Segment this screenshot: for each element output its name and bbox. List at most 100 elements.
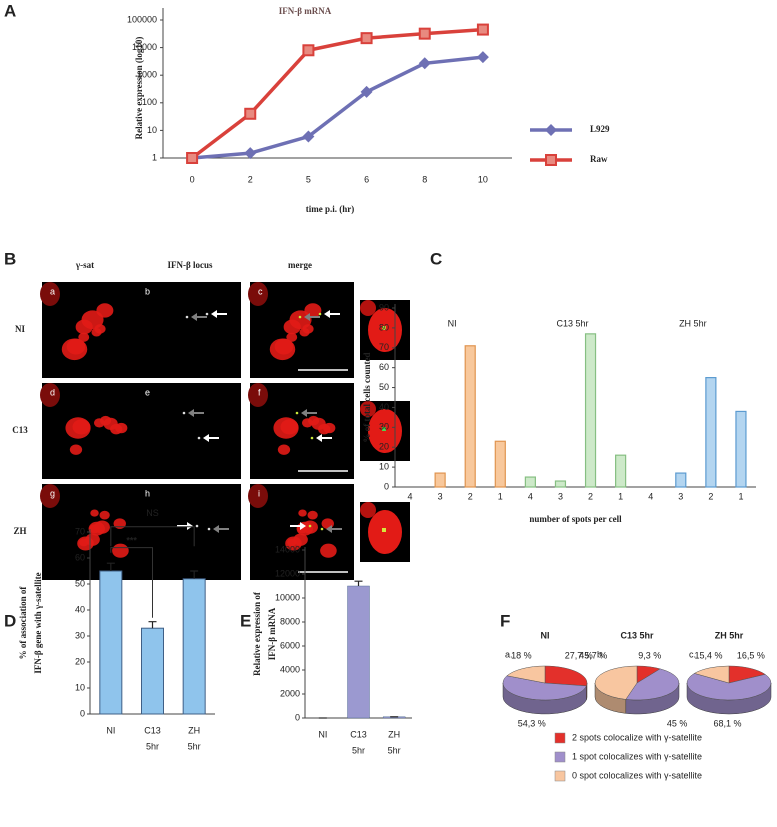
y-tick-label: 40	[379, 402, 389, 412]
pie-value-label: 16,5 %	[737, 650, 765, 660]
y-tick-label: 0	[384, 481, 389, 491]
bar	[705, 377, 717, 488]
arrow-head	[211, 310, 217, 318]
red-blob	[89, 524, 100, 534]
row-label: C13	[12, 425, 28, 435]
pie-slice	[544, 665, 588, 687]
pie-slice	[506, 665, 546, 684]
marker	[476, 23, 489, 36]
row-label: NI	[15, 324, 25, 334]
arrow-head	[304, 313, 310, 321]
micrograph: h	[137, 484, 241, 580]
y-tick-label: 20	[379, 442, 389, 452]
bar	[494, 440, 506, 488]
y-tick-label: 4000	[280, 664, 300, 674]
x-tick-label: 5	[306, 174, 311, 184]
locus-dot	[295, 411, 299, 415]
x-tick-label: 3	[438, 491, 443, 501]
panel-label: A	[4, 1, 16, 20]
x-tick-label: 4	[408, 491, 413, 501]
x-tick-label: 0	[190, 174, 195, 184]
x-tick-label: 2	[248, 174, 253, 184]
pie-value-label: 54,3 %	[518, 718, 546, 728]
y-tick-label: 60	[379, 362, 389, 372]
image-letter: e	[145, 387, 150, 397]
legend-marker	[545, 124, 557, 136]
micrograph: e	[137, 383, 241, 479]
y-tick-label: 0	[80, 708, 85, 718]
inset	[360, 401, 410, 461]
red-haze	[248, 383, 268, 407]
bar	[735, 410, 747, 488]
bar	[584, 333, 597, 488]
inset-locus	[382, 427, 386, 431]
locus-dot	[207, 527, 211, 531]
y-tick-label: 40	[75, 604, 85, 614]
y-tick-label: 80	[379, 322, 389, 332]
arrow-head	[300, 522, 306, 530]
pie-title: NI	[541, 630, 550, 640]
y-tick-label: 30	[75, 630, 85, 640]
series-line	[191, 55, 484, 160]
x-tick-label: 4	[648, 491, 653, 501]
pie-value-label: 68,1 %	[713, 718, 741, 728]
red-blob	[280, 419, 299, 435]
red-blob	[301, 418, 313, 428]
locus-dot	[310, 436, 314, 440]
inset-locus	[382, 528, 386, 532]
error-bar	[106, 562, 115, 571]
x-tick-label: NI	[106, 725, 115, 735]
bar	[99, 570, 123, 715]
red-blob	[302, 324, 314, 334]
legend-swatch	[554, 751, 566, 763]
image-background	[137, 484, 241, 580]
micrograph: d	[40, 383, 146, 479]
red-blob	[298, 509, 307, 517]
y-tick-label: 50	[75, 578, 85, 588]
x-tick-label: 5hr	[188, 741, 201, 751]
image-background	[137, 383, 241, 479]
red-blob	[78, 332, 90, 342]
locus-dot	[318, 312, 322, 316]
x-tick-label: 1	[498, 491, 503, 501]
y-tick-label: 70	[75, 526, 85, 536]
y-tick-label: 100000	[127, 14, 157, 24]
red-blob	[99, 510, 110, 520]
bar	[675, 472, 687, 488]
marker	[418, 27, 431, 40]
x-tick-label: 1	[738, 491, 743, 501]
x-tick-label: 1	[618, 491, 623, 501]
significance-bracket	[110, 526, 195, 547]
group-label: NI	[448, 318, 457, 328]
y-axis-label: % of association of	[18, 586, 28, 660]
image-letter: h	[145, 488, 150, 498]
marker	[186, 152, 199, 164]
error-bar	[148, 621, 157, 629]
column-header: γ-sat	[75, 260, 94, 270]
micrograph: c	[248, 282, 354, 378]
image-letter: f	[258, 387, 261, 397]
pie-slice	[625, 668, 680, 701]
red-blob	[307, 510, 318, 520]
inset-blob	[360, 502, 376, 518]
red-blob	[94, 324, 106, 334]
legend-swatch	[554, 732, 566, 744]
marker	[302, 130, 315, 143]
red-haze	[40, 282, 60, 306]
pie-tag: b.	[597, 649, 605, 659]
pie-value-label: 9,3 %	[638, 650, 661, 660]
red-blob	[77, 536, 94, 551]
x-tick-label: 8	[422, 174, 427, 184]
red-blob	[93, 418, 105, 428]
micrograph: b	[137, 282, 241, 378]
y-tick-label: 10	[147, 125, 157, 135]
significance-bracket	[110, 547, 153, 618]
red-blob	[112, 543, 129, 558]
x-axis-label: time p.i. (hr)	[306, 204, 355, 214]
y-tick-label: 2000	[280, 688, 300, 698]
annotation: NS	[146, 508, 159, 518]
micrograph: f	[248, 383, 354, 479]
red-blob	[269, 338, 296, 361]
micrograph: g	[40, 484, 146, 580]
pie-slice	[502, 675, 587, 701]
